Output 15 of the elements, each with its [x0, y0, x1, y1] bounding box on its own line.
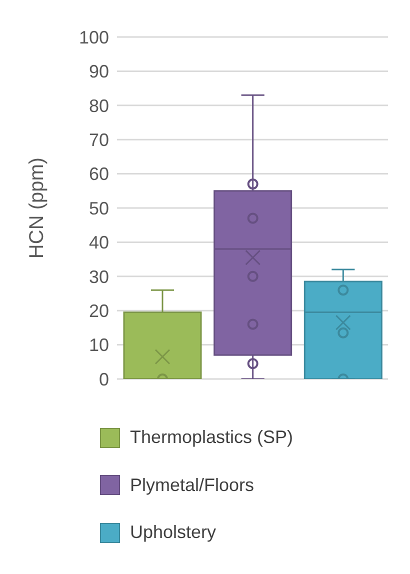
y-tick-label: 90 [88, 62, 109, 82]
y-tick-label: 60 [88, 164, 109, 184]
y-tick-label: 40 [88, 232, 109, 253]
y-tick-label: 80 [88, 96, 109, 116]
y-axis-title: HCN (ppm) [26, 157, 48, 259]
y-tick-label: 0 [98, 369, 109, 390]
legend-label: Upholstery [130, 522, 216, 544]
legend-label: Plymetal/Floors [130, 474, 254, 496]
y-tick-label: 100 [78, 27, 109, 48]
y-tick-label: 50 [88, 198, 109, 218]
y-tick-label: 30 [88, 266, 109, 287]
y-tick-label: 70 [88, 130, 109, 150]
y-tick-label: 10 [88, 335, 109, 356]
y-tick-label: 20 [88, 300, 109, 321]
legend-label: Thermoplastics (SP) [130, 427, 294, 448]
